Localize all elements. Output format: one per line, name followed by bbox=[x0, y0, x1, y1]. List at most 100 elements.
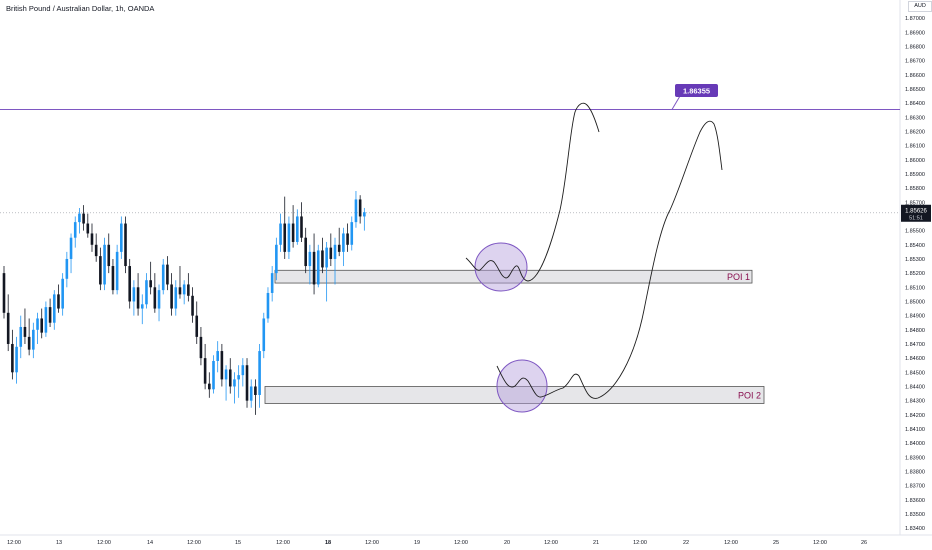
candle-up bbox=[296, 216, 299, 242]
candle-down bbox=[254, 386, 257, 395]
candle-down bbox=[6, 312, 10, 344]
candle-down bbox=[312, 251, 316, 285]
y-tick-label: 1.83700 bbox=[905, 484, 925, 490]
y-tick-label: 1.84100 bbox=[905, 427, 925, 433]
x-tick-label: 25 bbox=[773, 540, 779, 546]
y-tick-label: 1.86000 bbox=[905, 158, 925, 164]
candle-up bbox=[342, 233, 345, 252]
y-tick-label: 1.83900 bbox=[905, 455, 925, 461]
candle-up bbox=[237, 375, 240, 380]
candle-down bbox=[99, 256, 102, 285]
candle-up bbox=[270, 273, 274, 293]
y-tick-label: 1.83800 bbox=[905, 469, 925, 475]
candle-down bbox=[149, 280, 152, 288]
candle-up bbox=[249, 386, 253, 401]
y-tick-label: 1.83400 bbox=[905, 526, 925, 532]
candle-down bbox=[300, 216, 303, 238]
candle-down bbox=[57, 294, 60, 309]
y-tick-label: 1.85100 bbox=[905, 285, 925, 291]
y-tick-label: 1.84400 bbox=[905, 384, 925, 390]
x-tick-label: 12:00 bbox=[813, 540, 827, 546]
candle-up bbox=[363, 212, 366, 217]
candle-down bbox=[153, 287, 157, 309]
x-tick-label: 21 bbox=[593, 540, 599, 546]
candle-down bbox=[329, 247, 333, 259]
x-tick-label: 13 bbox=[56, 540, 62, 546]
y-tick-label: 1.85200 bbox=[905, 271, 925, 277]
x-tick-label: 12:00 bbox=[365, 540, 379, 546]
candle-down bbox=[187, 284, 190, 296]
y-tick-label: 1.86900 bbox=[905, 30, 925, 36]
x-tick-label: 12:00 bbox=[187, 540, 201, 546]
y-tick-label: 1.84000 bbox=[905, 441, 925, 447]
candle-down bbox=[203, 358, 207, 384]
candle-down bbox=[136, 287, 140, 309]
candle-up bbox=[69, 237, 73, 259]
candle-down bbox=[291, 223, 295, 242]
candle-up bbox=[120, 223, 123, 252]
y-tick-label: 1.84600 bbox=[905, 356, 925, 362]
y-tick-label: 1.84500 bbox=[905, 370, 925, 376]
candle-up bbox=[266, 292, 270, 319]
x-tick-label: 22 bbox=[683, 540, 689, 546]
candle-up bbox=[61, 278, 64, 309]
candle-up bbox=[224, 369, 228, 380]
y-tick-label: 1.87000 bbox=[905, 16, 925, 22]
y-tick-label: 1.84700 bbox=[905, 342, 925, 348]
y-tick-label: 1.86500 bbox=[905, 87, 925, 93]
x-tick-label: 26 bbox=[861, 540, 867, 546]
y-tick-label: 1.84200 bbox=[905, 413, 925, 419]
y-tick-label: 1.83500 bbox=[905, 512, 925, 518]
candle-up bbox=[279, 223, 282, 245]
y-tick-label: 1.85700 bbox=[905, 200, 925, 206]
candle-up bbox=[350, 222, 354, 245]
candle-up bbox=[354, 199, 358, 223]
candle-up bbox=[145, 280, 148, 305]
candle-up bbox=[241, 365, 245, 376]
candle-up bbox=[65, 258, 69, 279]
candle-down bbox=[94, 244, 98, 257]
x-tick-label: 19 bbox=[414, 540, 420, 546]
candle-down bbox=[199, 336, 203, 359]
candle-up bbox=[275, 244, 278, 274]
y-tick-label: 1.86400 bbox=[905, 101, 925, 107]
y-tick-label: 1.86300 bbox=[905, 115, 925, 121]
y-tick-label: 1.86200 bbox=[905, 129, 925, 135]
candle-up bbox=[316, 250, 320, 285]
y-tick-label: 1.85000 bbox=[905, 299, 925, 305]
candle-down bbox=[358, 199, 362, 217]
target-callout-pointer bbox=[671, 95, 681, 110]
candle-down bbox=[220, 351, 224, 380]
candle-up bbox=[216, 351, 219, 361]
current-price-value: 1.85626 bbox=[905, 208, 927, 214]
bar-countdown: 51:51 bbox=[909, 215, 923, 221]
y-tick-label: 1.84800 bbox=[905, 328, 925, 334]
poi1-reaction-circle bbox=[474, 242, 528, 292]
candle-up bbox=[36, 318, 39, 330]
x-tick-label: 20 bbox=[504, 540, 510, 546]
candle-up bbox=[73, 222, 77, 238]
candle-down bbox=[283, 223, 287, 252]
candle-up bbox=[19, 326, 23, 347]
candle-up bbox=[32, 329, 35, 350]
candle-up bbox=[233, 379, 236, 387]
candle-down bbox=[90, 233, 94, 245]
candle-up bbox=[161, 264, 165, 291]
y-tick-label: 1.86600 bbox=[905, 73, 925, 79]
candle-up bbox=[212, 360, 215, 390]
poi-zone-label: POI 1 bbox=[727, 272, 750, 282]
candle-down bbox=[208, 383, 211, 390]
candle-up bbox=[78, 213, 81, 223]
candle-down bbox=[11, 343, 14, 373]
candle-up bbox=[287, 223, 291, 252]
candle-down bbox=[128, 266, 131, 302]
y-tick-label: 1.85800 bbox=[905, 186, 925, 192]
candle-up bbox=[44, 307, 48, 333]
candle-down bbox=[111, 266, 115, 291]
candle-down bbox=[346, 233, 349, 245]
candle-down bbox=[245, 365, 249, 401]
candle-up bbox=[325, 247, 328, 268]
candle-down bbox=[170, 284, 173, 309]
candle-up bbox=[308, 251, 312, 267]
